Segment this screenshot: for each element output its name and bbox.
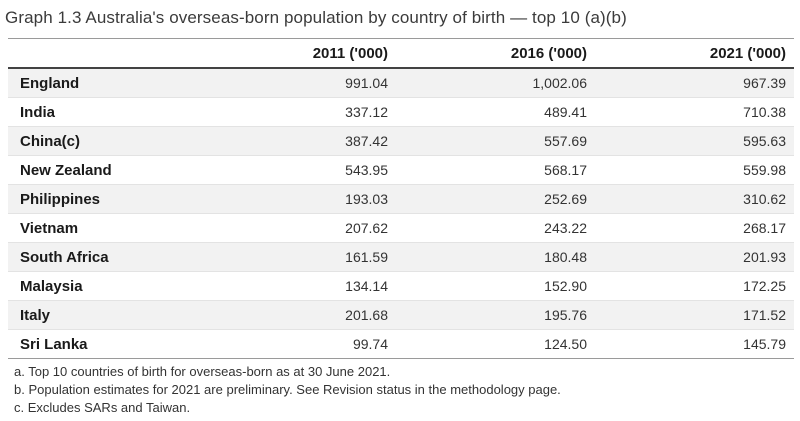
country-cell: Vietnam xyxy=(20,219,79,237)
footnote-b: b. Population estimates for 2021 are pre… xyxy=(14,382,561,397)
table-row: Malaysia 134.14 152.90 172.25 xyxy=(8,272,794,301)
country-cell: New Zealand xyxy=(20,161,112,179)
header-country xyxy=(8,38,197,69)
value-2021: 171.52 xyxy=(743,307,786,323)
table-row: India 337.12 489.41 710.38 xyxy=(8,98,794,127)
value-2016: 1,002.06 xyxy=(532,75,588,91)
value-2011: 207.62 xyxy=(345,220,388,236)
country-cell: Italy xyxy=(20,306,51,324)
value-2021: 559.98 xyxy=(743,162,786,178)
value-2021: 145.79 xyxy=(743,336,786,352)
value-2016: 243.22 xyxy=(544,220,587,236)
country-cell: China(c) xyxy=(20,132,80,150)
table-row: England 991.04 1,002.06 967.39 xyxy=(8,68,794,98)
value-2016: 252.69 xyxy=(544,191,587,207)
table-row: Vietnam 207.62 243.22 268.17 xyxy=(8,214,794,243)
footnote-c: c. Excludes SARs and Taiwan. xyxy=(14,400,191,415)
header-2021: 2021 ('000) xyxy=(595,38,794,69)
value-2021: 172.25 xyxy=(743,278,786,294)
header-2016: 2016 ('000) xyxy=(396,38,595,69)
population-table: 2011 ('000) 2016 ('000) 2021 ('000) Engl… xyxy=(8,38,794,359)
page-title: Graph 1.3 Australia's overseas-born popu… xyxy=(5,8,627,27)
footnote-a: a. Top 10 countries of birth for oversea… xyxy=(14,364,391,379)
value-2016: 568.17 xyxy=(544,162,587,178)
value-2011: 991.04 xyxy=(345,75,388,91)
value-2011: 337.12 xyxy=(345,104,388,120)
value-2016: 124.50 xyxy=(544,336,587,352)
value-2021: 967.39 xyxy=(743,75,786,91)
value-2011: 201.68 xyxy=(345,307,388,323)
value-2016: 195.76 xyxy=(544,307,587,323)
country-cell: Philippines xyxy=(20,190,101,208)
table-header-row: 2011 ('000) 2016 ('000) 2021 ('000) xyxy=(8,38,794,69)
header-2011: 2011 ('000) xyxy=(197,38,396,69)
value-2011: 134.14 xyxy=(345,278,388,294)
table-row: Italy 201.68 195.76 171.52 xyxy=(8,300,794,330)
value-2011: 193.03 xyxy=(345,191,388,207)
value-2016: 152.90 xyxy=(544,278,587,294)
value-2016: 557.69 xyxy=(544,133,587,149)
value-2021: 595.63 xyxy=(743,133,786,149)
country-cell: India xyxy=(20,103,56,121)
value-2021: 268.17 xyxy=(743,220,786,236)
value-2011: 99.74 xyxy=(352,336,388,352)
value-2016: 180.48 xyxy=(544,249,587,265)
country-cell: Sri Lanka xyxy=(20,335,88,353)
table-row: China(c) 387.42 557.69 595.63 xyxy=(8,126,794,156)
table-row: New Zealand 543.95 568.17 559.98 xyxy=(8,156,794,185)
value-2011: 387.42 xyxy=(345,133,388,149)
value-2011: 161.59 xyxy=(345,249,388,265)
table-row: Philippines 193.03 252.69 310.62 xyxy=(8,184,794,214)
value-2021: 310.62 xyxy=(743,191,786,207)
value-2016: 489.41 xyxy=(544,104,587,120)
value-2021: 201.93 xyxy=(743,249,786,265)
footnotes: a. Top 10 countries of birth for oversea… xyxy=(14,363,800,417)
country-cell: England xyxy=(20,74,80,92)
country-cell: Malaysia xyxy=(20,277,83,295)
table-row: Sri Lanka 99.74 124.50 145.79 xyxy=(8,330,794,359)
country-cell: South Africa xyxy=(20,248,109,266)
value-2011: 543.95 xyxy=(345,162,388,178)
value-2021: 710.38 xyxy=(743,104,786,120)
table-row: South Africa 161.59 180.48 201.93 xyxy=(8,242,794,272)
